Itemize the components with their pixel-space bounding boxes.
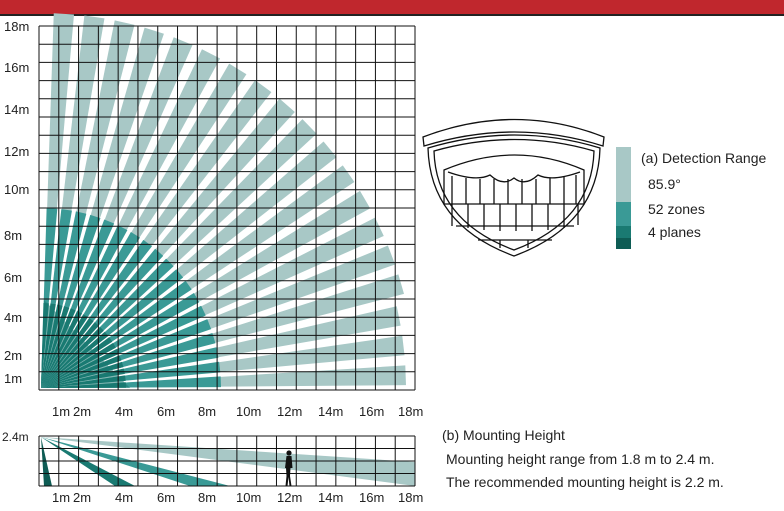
y-tick-label: 2m <box>4 348 22 363</box>
legend-zones: 52 zones <box>648 201 705 217</box>
header-divider <box>0 14 784 16</box>
side-view-x-axis-labels: 1m 2m 4m 6m 8m 10m 12m 14m 16m 18m <box>52 490 423 505</box>
y-tick-label: 8m <box>4 228 22 243</box>
beam-dense-zone <box>41 300 130 388</box>
header-bar <box>0 0 784 14</box>
side-x-tick-label: 14m <box>318 490 343 505</box>
x-tick-label: 4m <box>115 404 133 419</box>
side-x-tick-label: 8m <box>198 490 216 505</box>
x-tick-label: 12m <box>277 404 302 419</box>
legend-title: (a) Detection Range <box>641 150 767 166</box>
x-tick-label: 16m <box>359 404 384 419</box>
y-tick-label: 14m <box>4 102 29 117</box>
y-tick-label: 16m <box>4 60 29 75</box>
legend-angle: 85.9° <box>648 176 681 192</box>
legend-swatch-darkest <box>616 238 631 249</box>
x-tick-label: 14m <box>318 404 343 419</box>
side-x-tick-label: 12m <box>277 490 302 505</box>
legend-swatch-light <box>616 147 631 202</box>
side-x-tick-label: 18m <box>398 490 423 505</box>
top-view-y-axis-labels: 18m 16m 14m 12m 10m 8m 6m 4m 2m 1m <box>4 19 29 386</box>
side-x-tick-label: 1m <box>52 490 70 505</box>
x-tick-label: 18m <box>398 404 423 419</box>
y-tick-label: 18m <box>4 19 29 34</box>
side-x-tick-label: 4m <box>115 490 133 505</box>
mounting-height-range-text: Mounting height range from 1.8 m to 2.4 … <box>446 451 715 467</box>
x-tick-label: 1m <box>52 404 70 419</box>
x-tick-label: 2m <box>73 404 91 419</box>
legend-swatch-mid <box>616 202 631 226</box>
mounting-height-title: (b) Mounting Height <box>442 427 565 443</box>
mounting-height-recommended-text: The recommended mounting height is 2.2 m… <box>446 474 724 490</box>
y-tick-label: 6m <box>4 270 22 285</box>
top-view-grid <box>38 25 416 391</box>
y-tick-label: 4m <box>4 310 22 325</box>
side-x-tick-label: 10m <box>236 490 261 505</box>
top-view-x-axis-labels: 1m 2m 4m 6m 8m 10m 12m 14m 16m 18m <box>52 404 423 419</box>
y-tick-label: 1m <box>4 371 22 386</box>
x-tick-label: 8m <box>198 404 216 419</box>
legend-planes: 4 planes <box>648 224 701 240</box>
legend-swatch-dark <box>616 226 631 238</box>
side-x-tick-label: 6m <box>157 490 175 505</box>
x-tick-label: 10m <box>236 404 261 419</box>
y-tick-label: 10m <box>4 182 29 197</box>
legend-swatches <box>616 147 631 249</box>
x-tick-label: 6m <box>157 404 175 419</box>
person-icon <box>285 450 293 486</box>
side-x-tick-label: 2m <box>73 490 91 505</box>
side-view-height-label: 2.4m <box>2 430 29 444</box>
y-tick-label: 12m <box>4 144 29 159</box>
top-view-beams <box>41 13 406 389</box>
detector-dome-illustration <box>422 118 605 257</box>
side-view-grid <box>38 435 416 487</box>
side-x-tick-label: 16m <box>359 490 384 505</box>
